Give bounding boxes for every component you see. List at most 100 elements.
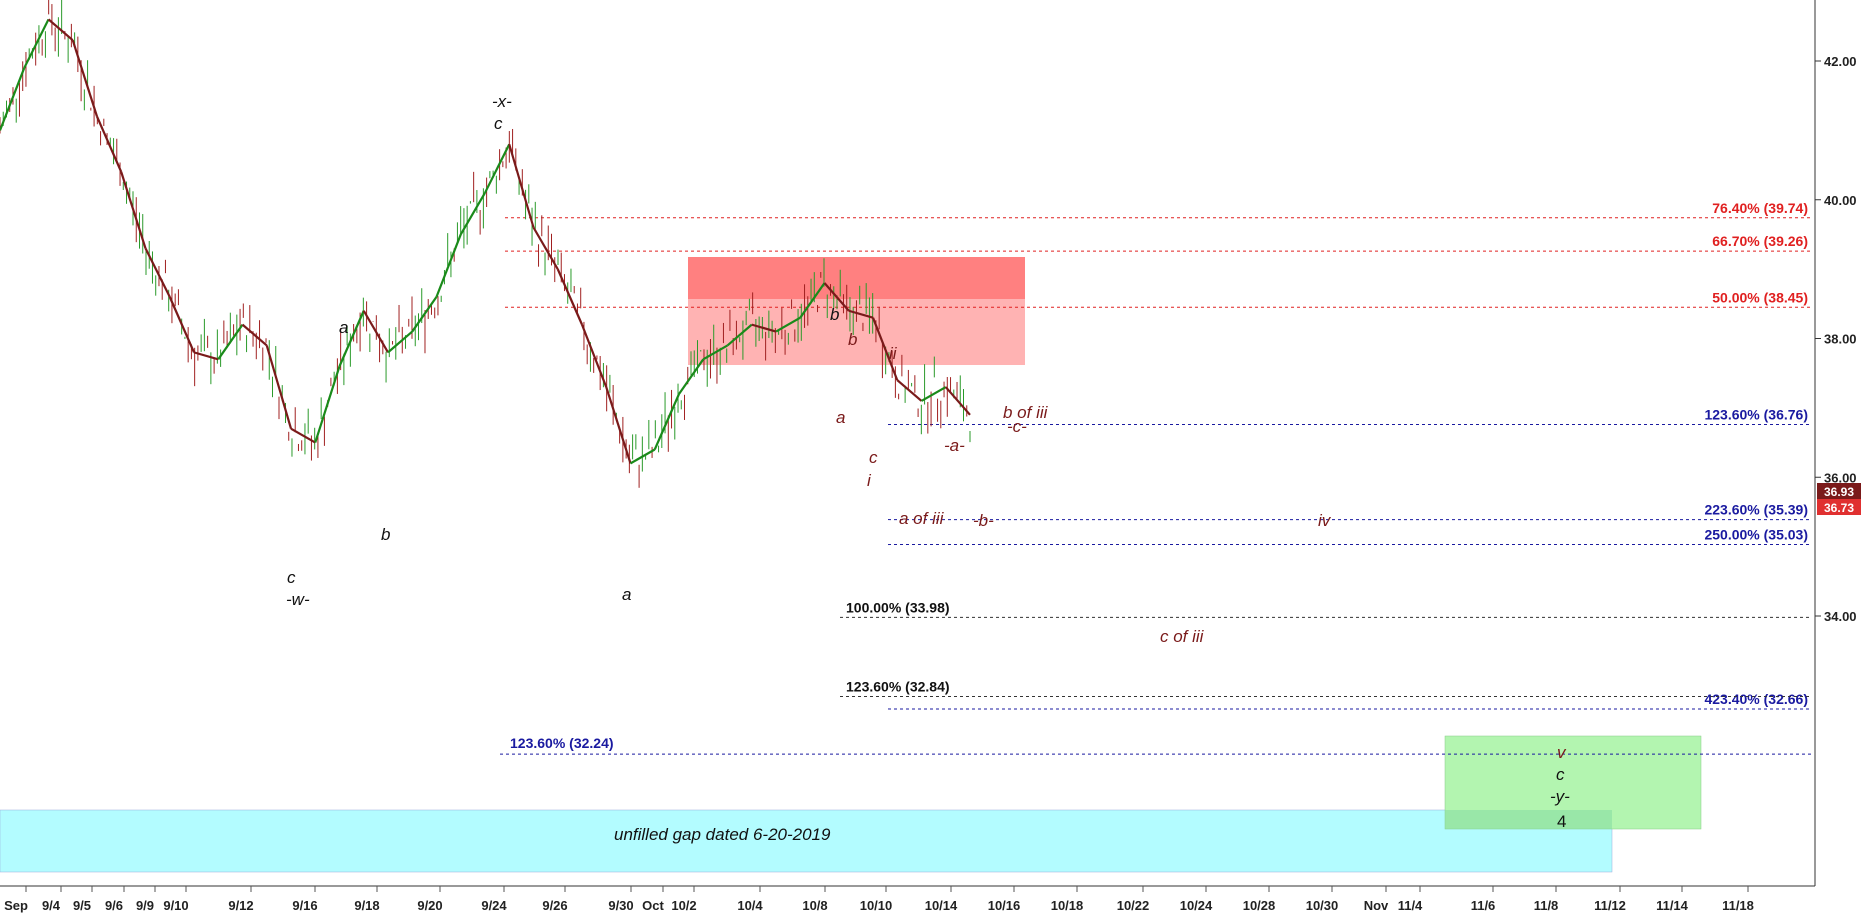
target-label-y: -y- (1550, 787, 1570, 806)
y-tick-label: 38.00 (1824, 332, 1857, 347)
ma-segment (387, 330, 413, 354)
ma-segment (775, 316, 801, 333)
gap-zone (0, 809, 1613, 873)
ma-segment (726, 323, 753, 347)
wave-label: -w- (286, 590, 310, 609)
y-tick-label: 42.00 (1824, 54, 1857, 69)
ma-segment (532, 226, 559, 270)
ma-segment (508, 143, 535, 228)
wave-label: c (494, 114, 503, 133)
ma-segment (944, 386, 971, 416)
ma-segment (144, 247, 171, 298)
ma-segment (629, 448, 656, 465)
x-tick-label: 9/26 (542, 898, 567, 913)
x-tick-label: 11/14 (1656, 898, 1689, 913)
target-label-c: c (1556, 765, 1565, 784)
wave-label: i (867, 471, 872, 490)
y-tick-label: 40.00 (1824, 193, 1857, 208)
ma-segment (678, 358, 705, 395)
x-tick-label: 9/30 (608, 898, 633, 913)
target-zone-overlap (1445, 810, 1612, 829)
ma-segment (411, 296, 438, 333)
x-axis: Sep 9/4 9/5 9/6 9/9 9/10 9/12 9/16 9/18 9/20 9/24 9… (4, 886, 1754, 913)
ma-segment (751, 323, 777, 333)
ma-segment (556, 268, 584, 326)
wave-label: iv (1318, 511, 1332, 530)
wave-label: b of iii (1003, 403, 1049, 422)
x-tick-label: 10/28 (1243, 898, 1276, 913)
price-tag-1: 36.93 (1817, 483, 1861, 499)
wave-label: -a- (944, 436, 965, 455)
wave-label: c of iii (1160, 627, 1205, 646)
ma-segment (848, 309, 874, 319)
wave-label: a (339, 318, 348, 337)
ma-segment (435, 234, 462, 298)
x-tick-label: 10/22 (1117, 898, 1150, 913)
x-tick-label: 10/4 (737, 898, 763, 913)
x-tick-label: Oct (642, 898, 664, 913)
y-tick-label: 36.00 (1824, 470, 1857, 485)
ma-segment (193, 351, 219, 361)
x-tick-label: 9/12 (228, 898, 253, 913)
ma-segment (241, 323, 268, 347)
ma-segment (0, 67, 26, 131)
ma-segment (217, 323, 244, 360)
wave-label: b (848, 330, 857, 349)
ma-segment (920, 386, 947, 402)
resistance-zone-dark (688, 257, 1025, 299)
target-label-v: v (1557, 743, 1567, 762)
ma-segment (314, 365, 341, 443)
zones (0, 257, 1702, 873)
target-label-4: 4 (1557, 812, 1566, 831)
wave-label: a (622, 585, 631, 604)
x-tick-label: 10/2 (671, 898, 696, 913)
wave-label: a of iii (899, 509, 945, 528)
gap-label: unfilled gap dated 6-20-2019 (614, 825, 831, 844)
x-tick-label: 11/18 (1722, 898, 1754, 913)
wave-label: -x- (492, 92, 512, 111)
wave-label: b (830, 305, 839, 324)
ma-segment (459, 192, 486, 235)
x-tick-label: 10/8 (802, 898, 827, 913)
level-lines: 76.40% (39.74) 66.70% (39.26) 50.00% (38.4… (500, 200, 1812, 755)
ma-segment (95, 116, 123, 173)
x-tick-label: 11/6 (1471, 898, 1496, 913)
ma-segment (168, 296, 196, 353)
moving-average (0, 18, 971, 465)
fib-level-label: 123.60% (36.76) (1704, 407, 1808, 423)
ma-segment (362, 310, 389, 353)
fib-level-label: 50.00% (38.45) (1712, 289, 1808, 305)
fib-level-label: 66.70% (39.26) (1712, 233, 1808, 249)
wave-labels-black: -x- c a b c -w- a b (286, 92, 839, 609)
ma-segment (702, 344, 729, 361)
x-tick-label: 11/8 (1534, 898, 1559, 913)
x-tick-label: 9/20 (417, 898, 442, 913)
fib-level-label: 123.60% (32.24) (510, 735, 614, 751)
ma-segment (47, 18, 74, 42)
x-tick-label: 10/24 (1180, 898, 1213, 913)
target-labels: v c -y- 4 (1550, 743, 1570, 831)
wave-label: ii (889, 344, 898, 363)
x-tick-label: 11/12 (1594, 898, 1626, 913)
wave-label: -b- (973, 511, 994, 530)
wave-label: b (381, 525, 390, 544)
wave-label: c (869, 448, 878, 467)
x-tick-label: 10/18 (1051, 898, 1084, 913)
x-tick-label: 9/18 (354, 898, 379, 913)
price-bars (0, 0, 971, 488)
x-tick-label: 9/16 (292, 898, 317, 913)
x-tick-label: 9/9 (136, 898, 154, 913)
ma-segment (23, 18, 50, 69)
wave-labels-maroon: b a c i ii -a- a of iii -b- b of iii -c-… (836, 330, 1332, 646)
ma-segment (871, 317, 899, 381)
wave-label: a (836, 408, 845, 427)
ma-segment (653, 393, 681, 450)
fib-level-label: 250.00% (35.03) (1704, 527, 1808, 543)
ma-segment (338, 310, 365, 367)
ma-segment (896, 379, 923, 402)
ma-segment (120, 171, 147, 249)
ma-segment (605, 386, 632, 464)
fib-level-label: 76.40% (39.74) (1712, 200, 1808, 216)
fib-level-label: 223.60% (35.39) (1704, 502, 1808, 518)
ma-segment (265, 345, 293, 429)
